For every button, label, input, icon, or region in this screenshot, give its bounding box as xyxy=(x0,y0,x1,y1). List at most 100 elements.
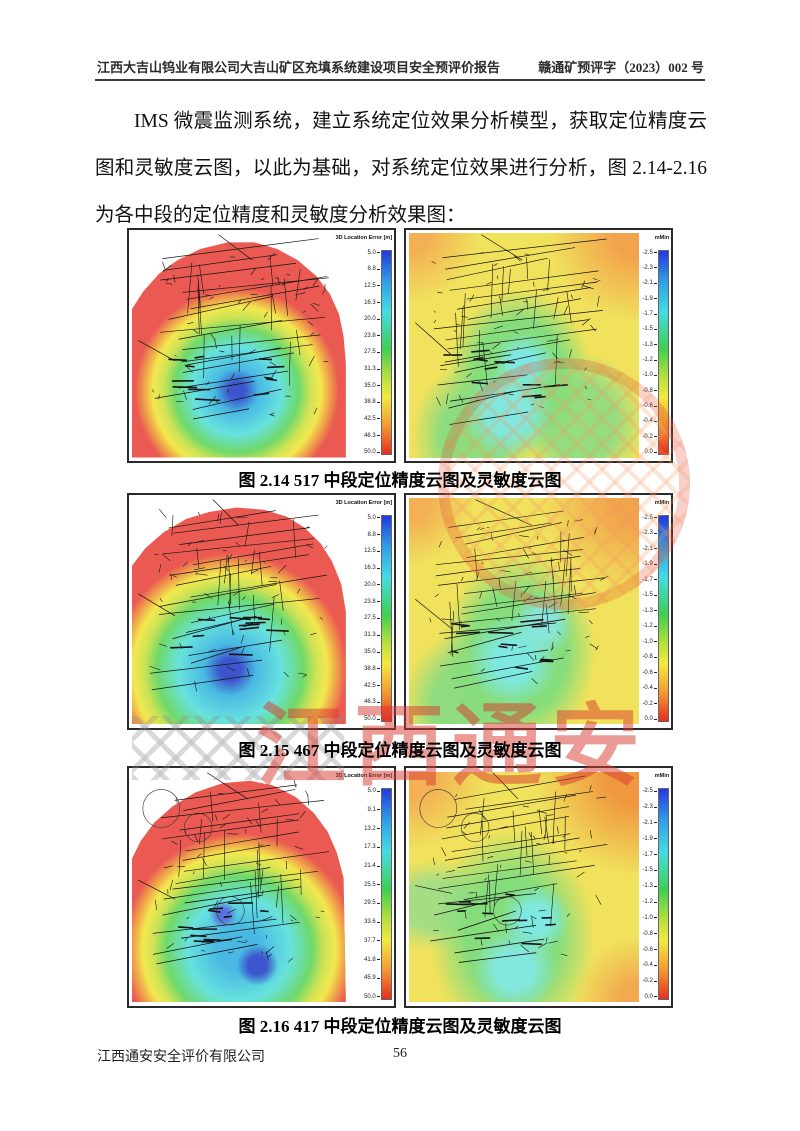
colorbar-gradient xyxy=(657,514,669,723)
colorbar-tick: -1.9 xyxy=(642,561,657,567)
colorbar-tick: 5.0 xyxy=(367,788,380,794)
colorbar-tick: 29.5 xyxy=(364,900,380,906)
colorbar-gradient xyxy=(380,514,392,723)
colorbar-tick: 31.3 xyxy=(364,366,380,372)
tunnel-network-overlay xyxy=(129,768,360,1006)
colorbar-tick: -1.2 xyxy=(642,357,657,363)
colorbar-tick: 12.5 xyxy=(364,548,380,554)
colorbar-tick: 46.3 xyxy=(364,699,380,705)
colorbar-tick: -0.8 xyxy=(642,388,657,394)
colorbar-title: 3D Location Error [m] xyxy=(335,500,393,507)
footer-company: 江西通安安全评价有限公司 xyxy=(97,1050,265,1065)
colorbar-tick: 16.3 xyxy=(364,565,380,571)
precision-heatmap xyxy=(131,507,346,725)
tunnel-network-overlay xyxy=(406,768,637,1006)
colorbar: 3D Location Error [m] 5.0 8.8 12.5 16.3 20.0… xyxy=(336,495,394,728)
colorbar-tick: 27.5 xyxy=(364,615,380,621)
colorbar-tick: -1.3 xyxy=(642,342,657,348)
colorbar-tick: -1.5 xyxy=(642,867,657,873)
colorbar-tick: 50.0 xyxy=(364,449,380,455)
colorbar-tick: 33.6 xyxy=(364,919,380,925)
colorbar-tick: -2.5 xyxy=(642,515,657,521)
colorbar-tick: 13.2 xyxy=(364,826,380,832)
colorbar-tick: 17.3 xyxy=(364,844,380,850)
figure-2-16-caption: 图 2.16 417 中段定位精度云图及灵敏度云图 xyxy=(238,1017,562,1036)
colorbar-tick: -1.9 xyxy=(642,836,657,842)
colorbar-title: 3D Location Error [m] xyxy=(335,773,393,780)
colorbar-tick: 20.0 xyxy=(364,582,380,588)
colorbar-tick: 5.0 xyxy=(367,250,380,256)
colorbar-tick: -0.6 xyxy=(642,670,657,676)
colorbar-tick: 45.9 xyxy=(364,975,380,981)
colorbar-tick: -0.4 xyxy=(642,418,657,424)
colorbar-tick: -2.5 xyxy=(642,788,657,794)
colorbar-tick: 21.4 xyxy=(364,863,380,869)
tunnel-network-overlay xyxy=(129,230,360,461)
colorbar-title: mMin xyxy=(654,235,670,242)
colorbar-tick: -1.2 xyxy=(642,623,657,629)
colorbar-tick: -1.5 xyxy=(642,326,657,332)
colorbar-tick: 42.5 xyxy=(364,683,380,689)
figure-2-14-precision-map: 3D Location Error [m] 5.0 8.8 12.5 16.3 20.0… xyxy=(127,228,396,463)
colorbar-tick: 23.8 xyxy=(364,599,380,605)
colorbar: mMin -2.5 -2.3 -2.1 -1.9 -1.7 -1.5 -1.3 -1.2 -1.… xyxy=(634,768,671,1006)
colorbar-title: 3D Location Error [m] xyxy=(335,235,393,242)
colorbar-tick: -0.8 xyxy=(642,654,657,660)
colorbar-tick: 12.5 xyxy=(364,283,380,289)
colorbar-tick: 41.8 xyxy=(364,957,380,963)
colorbar-tick: -2.3 xyxy=(642,265,657,271)
colorbar-title: mMin xyxy=(654,773,670,780)
colorbar-gradient xyxy=(380,788,392,1001)
colorbar-tick: 23.8 xyxy=(364,333,380,339)
colorbar-tick: -0.6 xyxy=(642,947,657,953)
colorbar-tick: -1.0 xyxy=(642,372,657,378)
colorbar-tick: 35.0 xyxy=(364,649,380,655)
figure-2-16-precision-map: 3D Location Error [m] 5.0 9.1 13.2 17.3 21.4… xyxy=(127,766,396,1008)
colorbar-tick: -2.1 xyxy=(642,820,657,826)
colorbar-tick: 16.3 xyxy=(364,300,380,306)
colorbar-tick: 38.8 xyxy=(364,666,380,672)
colorbar-gradient xyxy=(380,249,392,456)
figure-2-15-caption: 图 2.15 467 中段定位精度云图及灵敏度云图 xyxy=(238,741,562,760)
colorbar-tick: -1.7 xyxy=(642,311,657,317)
figure-2-15-precision-map: 3D Location Error [m] 5.0 8.8 12.5 16.3 20.0… xyxy=(127,493,396,730)
colorbar-tick: 50.0 xyxy=(364,716,380,722)
tunnel-network-overlay xyxy=(129,495,360,728)
tunnel-network-overlay xyxy=(406,230,637,461)
colorbar-tick: -1.3 xyxy=(642,883,657,889)
colorbar-ticks: -2.5 -2.3 -2.1 -1.9 -1.7 -1.5 -1.3 -1.2 -1.0 -0.8… xyxy=(642,250,657,456)
tunnel-network-overlay xyxy=(406,495,637,728)
colorbar-tick: -0.8 xyxy=(642,931,657,937)
colorbar-tick: -2.1 xyxy=(642,280,657,286)
colorbar-tick: 37.7 xyxy=(364,938,380,944)
colorbar-tick: 25.5 xyxy=(364,882,380,888)
colorbar-tick: -0.6 xyxy=(642,403,657,409)
colorbar-ticks: -2.5 -2.3 -2.1 -1.9 -1.7 -1.5 -1.3 -1.2 -1.0 -0.8… xyxy=(642,788,657,1000)
figure-2-15-sensitivity-map: mMin -2.5 -2.3 -2.1 -1.9 -1.7 -1.5 -1.3 -1.2 -1.… xyxy=(404,493,673,730)
colorbar-tick: -0.2 xyxy=(642,978,657,984)
colorbar-tick: -2.3 xyxy=(642,804,657,810)
sensitivity-heatmap xyxy=(408,233,640,458)
colorbar-tick: 50.0 xyxy=(364,994,380,1000)
colorbar-tick: -0.4 xyxy=(642,685,657,691)
colorbar-ticks: 5.0 8.8 12.5 16.3 20.0 23.8 27.5 31.3 35.0 38.8 42… xyxy=(364,515,380,722)
colorbar-tick: -1.2 xyxy=(642,899,657,905)
colorbar: mMin -2.5 -2.3 -2.1 -1.9 -1.7 -1.5 -1.3 -1.2 -1.… xyxy=(634,230,671,461)
colorbar-tick: 35.0 xyxy=(364,383,380,389)
colorbar-title: mMin xyxy=(654,500,670,507)
colorbar-tick: 8.8 xyxy=(367,266,380,272)
colorbar-tick: 46.3 xyxy=(364,433,380,439)
colorbar: 3D Location Error [m] 5.0 9.1 13.2 17.3 21.4… xyxy=(336,768,394,1006)
figure-2-16-sensitivity-map: mMin -2.5 -2.3 -2.1 -1.9 -1.7 -1.5 -1.3 -1.2 -1.… xyxy=(404,766,673,1008)
colorbar: mMin -2.5 -2.3 -2.1 -1.9 -1.7 -1.5 -1.3 -1.2 -1.… xyxy=(634,495,671,728)
colorbar-tick: 9.1 xyxy=(367,807,380,813)
colorbar-tick: -2.1 xyxy=(642,546,657,552)
colorbar-tick: -0.4 xyxy=(642,962,657,968)
colorbar-tick: -0.2 xyxy=(642,701,657,707)
body-paragraph: IMS 微震监测系统，建立系统定位效果分析模型，获取定位精度云图和灵敏度云图，以… xyxy=(95,98,707,239)
colorbar-tick: 0.0 xyxy=(644,716,657,722)
colorbar-tick: -1.7 xyxy=(642,577,657,583)
colorbar-tick: -2.3 xyxy=(642,530,657,536)
precision-heatmap xyxy=(131,242,346,458)
